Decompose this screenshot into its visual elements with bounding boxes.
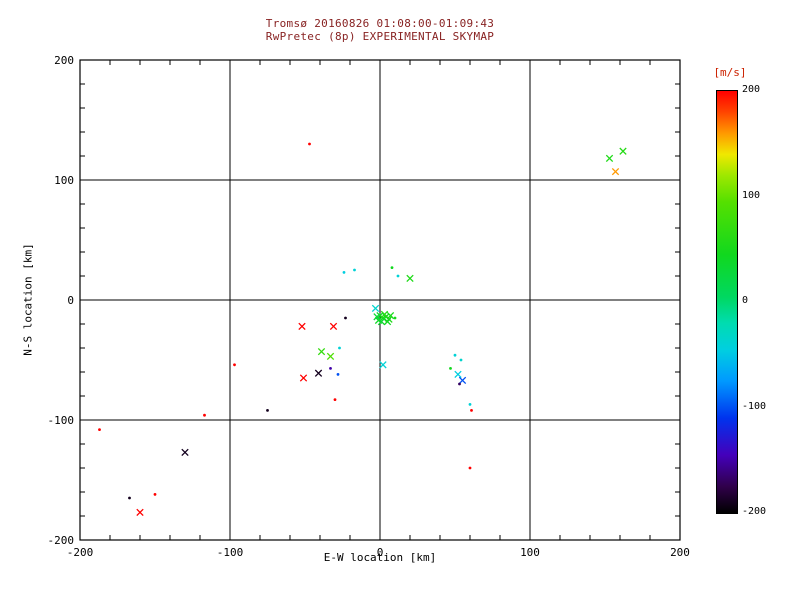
data-point-dot [453,353,457,357]
x-tick-label: 100 [520,546,540,559]
data-point-x [373,313,381,321]
data-point-dot [98,428,101,431]
data-point-dot [333,398,337,401]
data-point-dot [233,363,236,367]
data-point-x [379,361,387,369]
data-point-x [298,322,306,331]
colorbar-tick-label: -100 [742,400,767,412]
data-point-x [385,315,393,323]
data-point-x [619,147,627,155]
data-point-x [329,322,338,331]
data-point-x [181,448,189,457]
data-point-x [377,317,386,326]
colorbar [716,90,738,514]
data-point-x [605,154,614,163]
data-point-x [406,274,414,283]
plot-border [79,59,681,541]
data-point-dot [470,409,473,412]
data-point-dot [338,346,341,350]
y-tick-label: 200 [54,54,74,67]
data-point-x [383,317,392,326]
data-point-x [326,352,335,361]
data-point-x [454,370,462,379]
data-point-x [379,314,387,322]
data-point-dot [329,367,332,370]
data-point-dot [336,373,340,376]
data-point-x [386,311,395,320]
data-point-dot [128,496,131,500]
data-point-dot [353,268,356,272]
data-point-dot [468,466,472,470]
colorbar-unit-label: [m/s] [713,66,747,79]
data-point-dot [153,493,157,496]
data-point-dot [308,142,311,146]
x-tick-label: -200 [66,546,94,559]
x-tick-label: -100 [216,546,244,559]
chart-title-line1: Tromsø 20160826 01:08:00-01:09:43 [265,17,495,30]
data-point-x [611,167,620,176]
data-point-x [299,374,308,382]
data-point-x [374,316,383,325]
data-point-dot [459,358,463,362]
data-point-dot [449,367,452,370]
y-tick-label: 0 [67,294,74,307]
data-point-dot [344,316,347,320]
data-point-dot [266,409,269,412]
data-point-dot [203,413,206,417]
data-point-x [380,310,389,319]
x-tick-label: 200 [670,546,690,559]
data-point-x [382,313,390,321]
data-point-dot [458,382,461,386]
data-point-dot [342,271,346,274]
data-point-x [371,304,380,313]
data-point-x [458,376,467,385]
data-point-x [314,369,323,377]
x-tick-label: 0 [376,546,384,559]
colorbar-tick-label: 0 [742,295,749,306]
data-point-dot [393,316,397,320]
colorbar-tick-label: 200 [742,84,761,95]
data-point-x [136,508,144,517]
chart-title-line2: RwPretec (8p) EXPERIMENTAL SKYMAP [265,30,495,43]
y-tick-label: 100 [54,174,74,187]
data-point-dot [396,274,400,278]
y-tick-label: -200 [47,534,75,547]
x-axis-label: E-W location [km] [323,551,437,564]
colorbar-tick-label: 100 [742,189,761,201]
data-point-dot [468,403,472,406]
chart-title: Tromsø 20160826 01:08:00-01:09:43 RwPret… [80,17,680,43]
y-tick-label: -100 [47,414,75,427]
colorbar-tick-label: -200 [742,506,767,517]
data-point-dot [390,266,394,269]
data-point-x [376,311,384,320]
data-point-x [317,347,326,356]
